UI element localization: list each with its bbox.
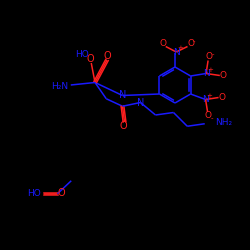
Text: O: O	[120, 121, 127, 131]
Text: H₂N: H₂N	[51, 82, 68, 91]
Text: O: O	[218, 93, 226, 102]
Text: O: O	[205, 52, 212, 61]
Text: +: +	[207, 92, 212, 98]
Text: O: O	[104, 51, 111, 61]
Text: O: O	[86, 54, 94, 64]
Text: -: -	[193, 38, 196, 44]
Text: -: -	[211, 116, 213, 121]
Text: HO: HO	[27, 189, 40, 198]
Text: HO: HO	[75, 50, 88, 59]
Text: O: O	[204, 112, 212, 120]
Text: N: N	[202, 95, 209, 104]
Text: +: +	[207, 66, 213, 72]
Text: O: O	[159, 39, 166, 48]
Text: O: O	[220, 70, 227, 80]
Text: +: +	[177, 45, 183, 51]
Text: -: -	[211, 51, 214, 57]
Text: N: N	[119, 90, 126, 101]
Text: O: O	[187, 39, 194, 48]
Text: O: O	[58, 188, 65, 198]
Text: NH₂: NH₂	[215, 118, 232, 127]
Text: N: N	[173, 48, 180, 56]
Text: N: N	[137, 98, 144, 108]
Text: N: N	[203, 69, 209, 78]
